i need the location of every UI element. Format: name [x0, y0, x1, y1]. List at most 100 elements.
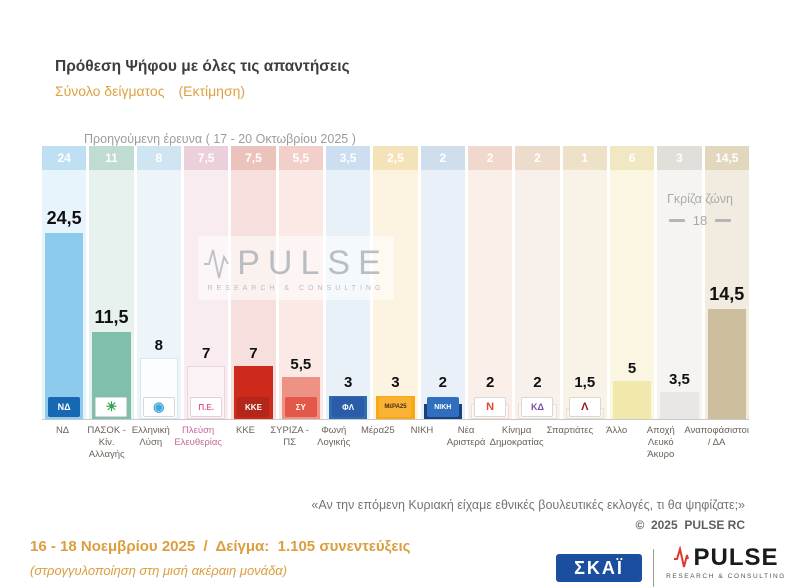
- grey-zone-annotation: Γκρίζα ζώνη 18: [648, 192, 752, 228]
- bar-value-label: 11,5: [94, 307, 129, 327]
- party-logo: Ν: [474, 397, 507, 417]
- dash-icon: [668, 219, 685, 222]
- category-label: Μέρα25: [361, 425, 395, 436]
- category-label: Φωνή Λογικής: [317, 425, 351, 448]
- previous-survey-value: 3: [657, 146, 702, 170]
- party-logo: ΚΚΕ: [237, 397, 270, 417]
- pulse-watermark: PULSE RESEARCH & CONSULTING: [198, 236, 394, 300]
- category-label: Άλλο: [606, 425, 628, 436]
- party-logo: ΜέΡΑ25: [379, 397, 412, 417]
- bar-value-label: 3,5: [669, 371, 690, 388]
- skai-logo: ΣΚΑΪ: [556, 554, 642, 582]
- category-label: Αποχή Λευκό Άκυρο: [646, 425, 675, 460]
- previous-survey-value: 8: [136, 146, 181, 170]
- copyright-note: © 2025 PULSE RC: [635, 518, 745, 532]
- category-label: Πλεύση Ελευθερίας: [174, 425, 222, 448]
- previous-survey-value: 2: [515, 146, 560, 170]
- pulse-logo-waveform-icon: [674, 546, 690, 568]
- grey-zone-value: 18: [692, 213, 708, 228]
- chart-column: 2 2 Ν: [467, 146, 513, 419]
- chart-column: 11 11,5 ☀: [89, 146, 134, 419]
- party-logo: ΝΔ: [48, 397, 81, 417]
- category-label: ΝΙΚΗ: [410, 425, 434, 436]
- party-logo: ΝΙΚΗ: [426, 397, 459, 417]
- watermark-text: PULSE: [237, 244, 389, 282]
- previous-survey-value: 1: [562, 146, 607, 170]
- previous-survey-header: Προηγούμενη έρευνα ( 17 - 20 Οκτωβρίου 2…: [84, 132, 356, 146]
- pulse-logo: PULSE RESEARCH & CONSULTING: [664, 546, 788, 581]
- pulse-logo-text: PULSE: [693, 544, 779, 571]
- bar-value-label: 2: [438, 374, 447, 391]
- skai-logo-text: ΣΚΑΪ: [574, 557, 624, 578]
- previous-survey-value: 2: [420, 146, 465, 170]
- chart-column: 1 1,5 Λ: [562, 146, 607, 419]
- grey-zone-label: Γκρίζα ζώνη: [666, 192, 734, 206]
- logo-divider: [653, 549, 654, 587]
- party-logo: ΦΛ: [332, 397, 365, 417]
- grey-zone-value-row: 18: [648, 213, 752, 228]
- category-label: Νέα Αριστερά: [446, 425, 486, 448]
- result-bar: [612, 381, 652, 419]
- chart-column: 3 3,5: [657, 146, 702, 419]
- previous-survey-value: 11: [89, 146, 134, 170]
- bar-value-label: 1,5: [574, 374, 596, 391]
- pulse-logo-subtext: RESEARCH & CONSULTING: [666, 573, 786, 580]
- previous-survey-value: 7,5: [231, 146, 276, 170]
- rounding-note: (στρογγυλοποίηση στη μισή ακέραιη μονάδα…: [30, 563, 288, 578]
- result-bar: [45, 233, 84, 419]
- pulse-logo-row: PULSE: [664, 546, 788, 570]
- fieldwork-dates-sample: 16 - 18 Νοεμβρίου 2025 / Δείγμα: 1.105 σ…: [30, 538, 411, 555]
- chart-column: 2 2 ΚΔ: [515, 146, 560, 419]
- pulse-waveform-icon: [204, 249, 230, 278]
- chart-column: 2,5 3 ΜέΡΑ25: [373, 146, 418, 419]
- category-label: ΣΥΡΙΖΑ - ΠΣ: [270, 425, 309, 448]
- previous-survey-value: 3,5: [325, 146, 371, 170]
- category-label: ΝΔ: [55, 425, 70, 436]
- bar-value-label: 5,5: [290, 356, 312, 373]
- result-bar: [660, 392, 699, 419]
- category-labels: ΝΔ ΠΑΣΟΚ - Κίν. Αλλαγής Ελληνική Λύση Πλεύσ…: [42, 425, 749, 461]
- bar-value-label: 2: [533, 374, 542, 391]
- bar-value-label: 8: [154, 337, 163, 354]
- previous-survey-value: 2: [467, 146, 513, 170]
- page-title: Πρόθεση Ψήφου με όλες τις απαντήσεις: [55, 58, 350, 75]
- bar-value-label: 7: [249, 345, 258, 362]
- bar-value-label: 3: [343, 374, 353, 391]
- category-label: ΚΚΕ: [236, 425, 256, 436]
- watermark-row: PULSE: [203, 244, 389, 283]
- bar-value-label: 14,5: [709, 284, 745, 304]
- result-bar: [707, 309, 746, 419]
- bar-value-label: 5: [627, 360, 637, 377]
- subtitle-sample: Σύνολο δείγματος: [55, 83, 165, 99]
- party-logo: ΣΥ: [284, 397, 317, 417]
- chart-column: 14,5 14,5: [704, 146, 749, 419]
- previous-survey-value: 14,5: [704, 146, 749, 170]
- bar-value-label: 24,5: [46, 208, 82, 228]
- party-logo: ◉: [142, 397, 175, 417]
- previous-survey-value: 24: [42, 146, 87, 170]
- bar-value-label: 7: [201, 345, 211, 362]
- previous-survey-value: 6: [609, 146, 655, 170]
- category-label: ΠΑΣΟΚ - Κίν. Αλλαγής: [87, 425, 126, 460]
- chart-columns: 24 24,5 ΝΔ 11 11,5 ☀ 8 8 ◉ 7,5 7 Π.Ε. 7,5 7 ΚΚΕ 5,5 5,5 Σ…: [42, 146, 749, 420]
- category-label: Ελληνική Λύση: [131, 425, 170, 448]
- subtitle-estimate: (Εκτίμηση): [178, 83, 246, 99]
- previous-survey-value: 7,5: [183, 146, 229, 170]
- previous-survey-value: 5,5: [278, 146, 323, 170]
- category-label: Αναποφάσιστοι / ΔΑ: [684, 425, 749, 448]
- party-logo: ☀: [95, 397, 128, 417]
- dash-icon: [715, 219, 732, 222]
- category-label: Σπαρτιάτες: [546, 425, 594, 436]
- survey-question: «Αν την επόμενη Κυριακή είχαμε εθνικές β…: [311, 498, 745, 512]
- bar-value-label: 2: [485, 374, 495, 391]
- party-logo: Λ: [568, 397, 601, 417]
- page-subtitle: Σύνολο δείγματος (Εκτίμηση): [55, 83, 245, 99]
- chart-column: 8 8 ◉: [136, 146, 181, 419]
- bar-value-label: 3: [391, 374, 400, 391]
- party-logo: Π.Ε.: [190, 397, 223, 417]
- party-logo: ΚΔ: [521, 397, 554, 417]
- watermark-subtext: RESEARCH & CONSULTING: [207, 285, 385, 292]
- category-label: Κίνημα Δημοκρατίας: [489, 425, 544, 448]
